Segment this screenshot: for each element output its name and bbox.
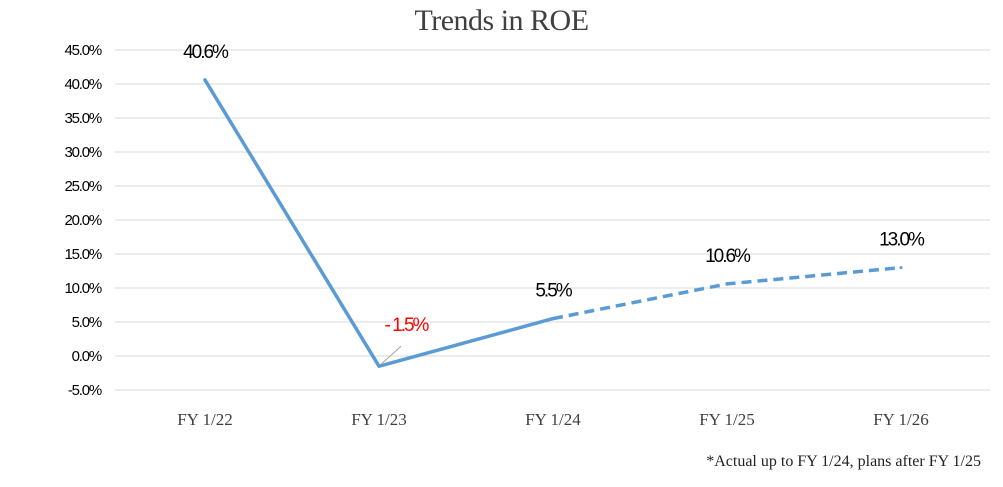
x-axis-category-labels: FY 1/22 FY 1/23 FY 1/24 FY 1/25 FY 1/26 [177,410,929,429]
gridlines [115,49,990,391]
series-line-actual [203,78,555,368]
data-point [377,364,381,368]
x-category-label: FY 1/25 [699,410,755,429]
y-tick-label: 0.0% [72,348,102,365]
y-tick-label: 30.0% [64,144,101,161]
data-label: 5.5% [535,281,572,302]
data-labels: 40.6% - 1.5% 5.5% 10.6% 13.0% [183,42,927,365]
data-label-leader-line [380,345,402,365]
y-tick-label: 15.0% [64,246,101,263]
series-line-plan [552,265,902,321]
series-line [203,78,903,368]
y-tick-label: 40.0% [64,76,101,93]
footnote: *Actual up to FY 1/24, plans after FY 1/… [706,453,981,470]
y-tick-label: 10.0% [64,280,101,297]
data-label: - 1.5% [385,315,430,336]
data-point [725,282,729,286]
y-tick-label: 25.0% [64,178,101,195]
y-tick-label: 45.0% [64,42,101,59]
data-point [203,78,207,82]
data-point [899,266,903,270]
x-category-label: FY 1/26 [873,410,929,429]
y-axis-tick-labels: 45.0% 40.0% 35.0% 30.0% 25.0% 20.0% 15.0% 10.0%… [64,42,103,399]
data-label: 13.0% [879,230,925,251]
data-label: 10.6% [705,246,751,267]
y-tick-label: 20.0% [64,212,101,229]
x-category-label: FY 1/24 [525,410,581,429]
x-category-label: FY 1/22 [177,410,233,429]
x-category-label: FY 1/23 [351,410,407,429]
chart-title: Trends in ROE [414,4,589,37]
data-point [551,317,555,321]
data-label: 40.6% [183,42,229,63]
y-tick-label: 5.0% [72,314,102,331]
y-tick-label: -5.0% [68,382,102,399]
y-tick-label: 35.0% [64,110,101,127]
